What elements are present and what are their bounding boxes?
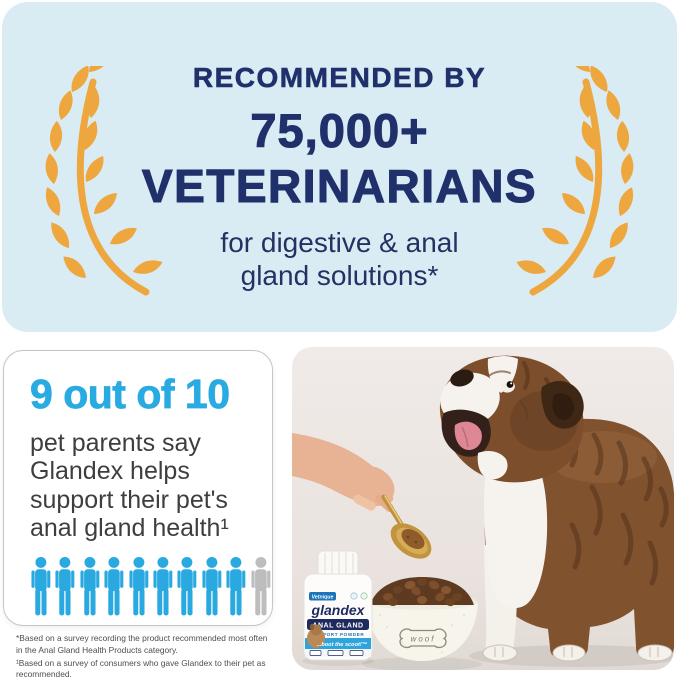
stat-card: 9 out of 10 pet parents say Glandex help… xyxy=(3,350,273,626)
person-icon xyxy=(226,556,246,616)
footnote-2: ¹Based on a survey of consumers who gave… xyxy=(16,657,266,680)
person-icon xyxy=(153,556,173,616)
person-icon xyxy=(104,556,124,616)
people-row xyxy=(30,556,272,616)
person-icon xyxy=(129,556,148,616)
person-icon xyxy=(250,556,270,616)
photo-panel: woof Vetnique glandex ANAL GLAND SUPPORT… xyxy=(292,347,674,670)
banner-subtitle: for digestive & anal gland solutions* xyxy=(2,227,677,293)
dog-feeding-photo: woof Vetnique glandex ANAL GLAND SUPPORT… xyxy=(292,347,674,670)
banner-title: VETERINARIANS xyxy=(141,159,538,212)
glandex-bottle: Vetnique glandex ANAL GLAND SUPPORT POWD… xyxy=(303,550,373,661)
banner-stat: 75,000+ xyxy=(250,103,429,157)
laurel-left-icon xyxy=(45,66,163,296)
footnotes: *Based on a survey recording the product… xyxy=(16,633,274,682)
person-icon xyxy=(31,556,51,616)
gold-spoon xyxy=(381,494,432,559)
bottle-product-name: glandex xyxy=(311,602,366,618)
hand-with-spoon xyxy=(292,433,432,559)
food-bowl: woof xyxy=(366,577,478,661)
person-icon xyxy=(202,556,222,616)
stat-body-line2: Glandex helps xyxy=(30,457,190,486)
stat-headline: 9 out of 10 xyxy=(30,371,231,418)
stat-body-line1: pet parents say xyxy=(30,429,201,457)
footnote-1: *Based on a survey recording the product… xyxy=(16,633,268,655)
person-icon xyxy=(80,556,100,616)
bulldog xyxy=(439,355,674,662)
person-icon xyxy=(177,556,197,616)
banner-eyebrow: RECOMMENDED BY xyxy=(192,62,487,94)
stat-body-line4: anal gland health¹ xyxy=(30,513,229,542)
person-icon xyxy=(55,556,75,616)
banner-subtitle-line2: gland solutions* xyxy=(240,259,439,291)
stat-body: pet parents say Glandex helps support th… xyxy=(30,429,272,542)
bowl-text: woof xyxy=(411,635,436,644)
bottle-tagline: ...boot the scoot!™ xyxy=(317,642,368,648)
banner-subtitle-line1: for digestive & anal xyxy=(220,227,459,258)
banner-text-block: RECOMMENDED BY 75,000+ VETERINARIANS for… xyxy=(2,2,677,332)
top-banner: RECOMMENDED BY 75,000+ VETERINARIANS for… xyxy=(2,2,677,332)
bottle-brand: Vetnique xyxy=(312,595,334,601)
bottle-subbadge: SUPPORT POWDER xyxy=(312,632,365,637)
kibble xyxy=(383,578,462,607)
bottle-badge: ANAL GLAND xyxy=(312,623,363,630)
stat-body-line3: support their pet's xyxy=(30,485,228,514)
